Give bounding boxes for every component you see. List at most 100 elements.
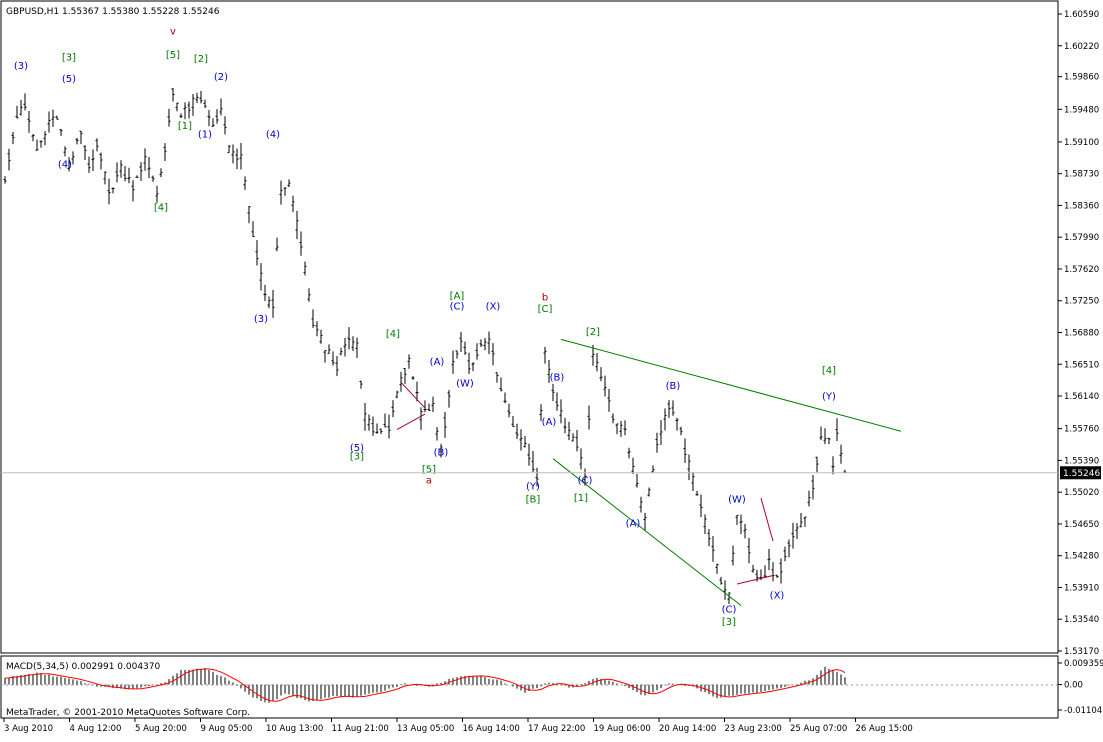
price-bar bbox=[839, 444, 843, 464]
price-tick-label: 1.53170 bbox=[1064, 647, 1099, 657]
price-bar bbox=[47, 111, 51, 133]
wave-label: [B] bbox=[526, 494, 541, 505]
macd-signal-line bbox=[4, 668, 846, 702]
price-bar bbox=[323, 350, 327, 363]
price-bar bbox=[15, 105, 19, 119]
price-bar bbox=[675, 417, 679, 431]
price-bar bbox=[39, 140, 43, 148]
price-bar bbox=[259, 263, 263, 291]
price-bar bbox=[523, 436, 527, 448]
price-bar bbox=[663, 408, 667, 431]
price-bar bbox=[111, 187, 115, 194]
price-bar bbox=[399, 371, 403, 392]
price-bar bbox=[159, 168, 163, 178]
price-bar bbox=[219, 98, 223, 116]
price-bar bbox=[715, 563, 719, 574]
wave-label: (3) bbox=[254, 314, 268, 325]
wave-label: (3) bbox=[14, 61, 28, 72]
price-bar bbox=[31, 134, 35, 142]
price-bar bbox=[803, 516, 807, 527]
price-bar bbox=[643, 512, 647, 532]
price-bar bbox=[103, 171, 107, 185]
price-bar bbox=[511, 415, 515, 428]
price-bar bbox=[503, 392, 507, 404]
wave-label: [A] bbox=[450, 291, 465, 302]
wave-label: (4) bbox=[266, 130, 280, 141]
price-bar bbox=[411, 376, 415, 380]
price-bar bbox=[11, 131, 15, 145]
price-bar bbox=[347, 327, 351, 350]
price-bar bbox=[635, 473, 639, 488]
price-bar bbox=[91, 149, 95, 171]
price-bar bbox=[107, 178, 111, 205]
price-bar bbox=[619, 421, 623, 437]
price-bar bbox=[359, 380, 363, 389]
wave-label: [3] bbox=[350, 452, 364, 463]
price-axis: 1.60590 1.60220 1.59860 1.59480 1.59100 1.587… bbox=[1058, 10, 1099, 657]
price-bar bbox=[279, 180, 283, 205]
price-bar bbox=[795, 523, 799, 540]
price-bar bbox=[775, 574, 779, 579]
time-tick-label: 25 Aug 07:00 bbox=[790, 724, 847, 734]
wave-label: (1) bbox=[198, 130, 212, 141]
trendline-red bbox=[736, 574, 774, 585]
price-tick-label: 1.60590 bbox=[1064, 10, 1099, 20]
price-bar bbox=[59, 128, 63, 136]
price-bar bbox=[595, 352, 599, 372]
macd-label: MACD(5,34,5) 0.002991 0.004370 bbox=[6, 662, 161, 672]
price-bar bbox=[291, 195, 295, 213]
price-bar bbox=[815, 456, 819, 473]
price-bar bbox=[95, 138, 99, 152]
time-tick-label: 17 Aug 22:00 bbox=[528, 724, 585, 734]
price-bar bbox=[691, 472, 695, 491]
price-bar bbox=[699, 494, 703, 518]
price-bar bbox=[379, 428, 383, 434]
wave-label: (A) bbox=[430, 357, 445, 368]
price-bar bbox=[467, 352, 471, 374]
time-tick-label: 13 Aug 05:00 bbox=[397, 724, 454, 734]
price-bar bbox=[599, 367, 603, 382]
price-bar bbox=[283, 187, 287, 196]
price-bar bbox=[527, 443, 531, 466]
price-bar bbox=[799, 513, 803, 528]
price-bar bbox=[747, 537, 751, 564]
price-bar bbox=[539, 404, 543, 421]
price-bar bbox=[275, 237, 279, 252]
price-bar bbox=[35, 139, 39, 151]
wave-label: (C) bbox=[578, 476, 593, 487]
time-tick-label: 5 Aug 20:00 bbox=[135, 724, 187, 734]
wave-label: (W) bbox=[456, 379, 474, 390]
price-bar bbox=[427, 403, 431, 412]
price-bar bbox=[671, 400, 675, 416]
price-bar bbox=[335, 355, 339, 377]
price-bar bbox=[647, 487, 651, 497]
price-bar bbox=[455, 350, 459, 359]
price-bar bbox=[139, 162, 143, 181]
wave-label: [3] bbox=[62, 52, 76, 63]
price-bar bbox=[415, 381, 419, 402]
price-bar bbox=[627, 447, 631, 459]
price-bar bbox=[551, 383, 555, 402]
price-bar bbox=[623, 420, 627, 436]
price-bar bbox=[115, 162, 119, 183]
price-bar bbox=[659, 420, 663, 445]
price-bar bbox=[579, 448, 583, 470]
price-bar bbox=[711, 536, 715, 562]
price-bar bbox=[203, 99, 207, 108]
price-bar bbox=[767, 548, 771, 571]
price-bar bbox=[787, 539, 791, 558]
price-bar bbox=[739, 514, 743, 534]
price-bar bbox=[331, 351, 335, 366]
price-bar bbox=[287, 179, 291, 188]
price-bar bbox=[491, 343, 495, 366]
price-bar bbox=[431, 396, 435, 413]
copyright-text: MetaTrader, © 2001-2010 MetaQuotes Softw… bbox=[6, 708, 250, 718]
time-tick-label: 23 Aug 23:00 bbox=[725, 724, 782, 734]
price-tick-label: 1.59860 bbox=[1064, 73, 1099, 83]
price-bar bbox=[267, 296, 271, 309]
price-bar bbox=[147, 157, 151, 178]
last-price-tag bbox=[1060, 466, 1101, 480]
price-bar bbox=[495, 372, 499, 383]
price-bar bbox=[239, 142, 243, 170]
